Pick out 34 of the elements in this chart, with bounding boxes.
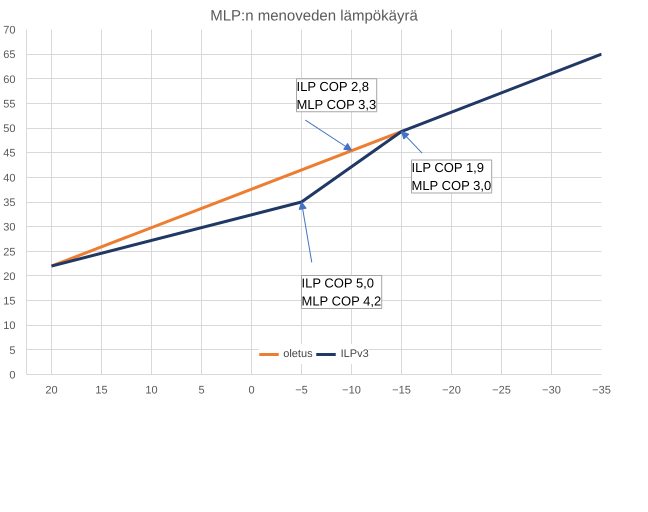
annotation: ILP COP 5,0 MLP COP 4,2 xyxy=(302,276,382,308)
line-series xyxy=(50,52,602,268)
y-tick-label: 5 xyxy=(9,344,16,357)
y-tick-label: 10 xyxy=(3,320,16,332)
y-tick-label: 45 xyxy=(3,148,16,160)
x-tick-label: −5 xyxy=(295,384,308,396)
y-tick-label: 65 xyxy=(3,49,16,62)
x-tick-label: 15 xyxy=(95,384,108,396)
x-tick-label: −20 xyxy=(442,384,461,396)
x-tick-label: −15 xyxy=(392,384,411,396)
legend-label: oletus xyxy=(283,348,313,360)
y-tick-label: 30 xyxy=(3,222,16,234)
y-tick-label: 40 xyxy=(3,172,16,184)
y-tick-label: 55 xyxy=(3,98,16,110)
y-tick-label: 60 xyxy=(3,74,16,86)
y-tick-label: 50 xyxy=(3,123,16,136)
annotation: ILP COP 2,8 MLP COP 3,3 xyxy=(296,78,376,112)
y-tick-label: 0 xyxy=(9,370,16,382)
y-tick-label: 25 xyxy=(3,246,16,258)
chart-title: MLP:n menoveden lämpökäyrä xyxy=(210,8,418,24)
y-tick-label: 35 xyxy=(3,197,16,209)
x-tick-label: −10 xyxy=(342,384,361,396)
y-tick-label: 70 xyxy=(3,24,16,36)
y-tick-label: 20 xyxy=(3,270,16,283)
legend-label: ILPv3 xyxy=(340,348,369,360)
y-tick-label: 15 xyxy=(3,296,16,308)
x-tick-label: 0 xyxy=(248,384,255,396)
x-tick-label: −25 xyxy=(492,384,511,396)
x-tick-label: −30 xyxy=(542,384,561,396)
x-tick-label: 10 xyxy=(145,384,158,396)
x-tick-label: 5 xyxy=(198,384,205,396)
x-tick-label: 20 xyxy=(45,384,58,396)
x-tick-label: −35 xyxy=(592,384,611,396)
annotation: ILP COP 1,9 MLP COP 3,0 xyxy=(412,160,492,194)
